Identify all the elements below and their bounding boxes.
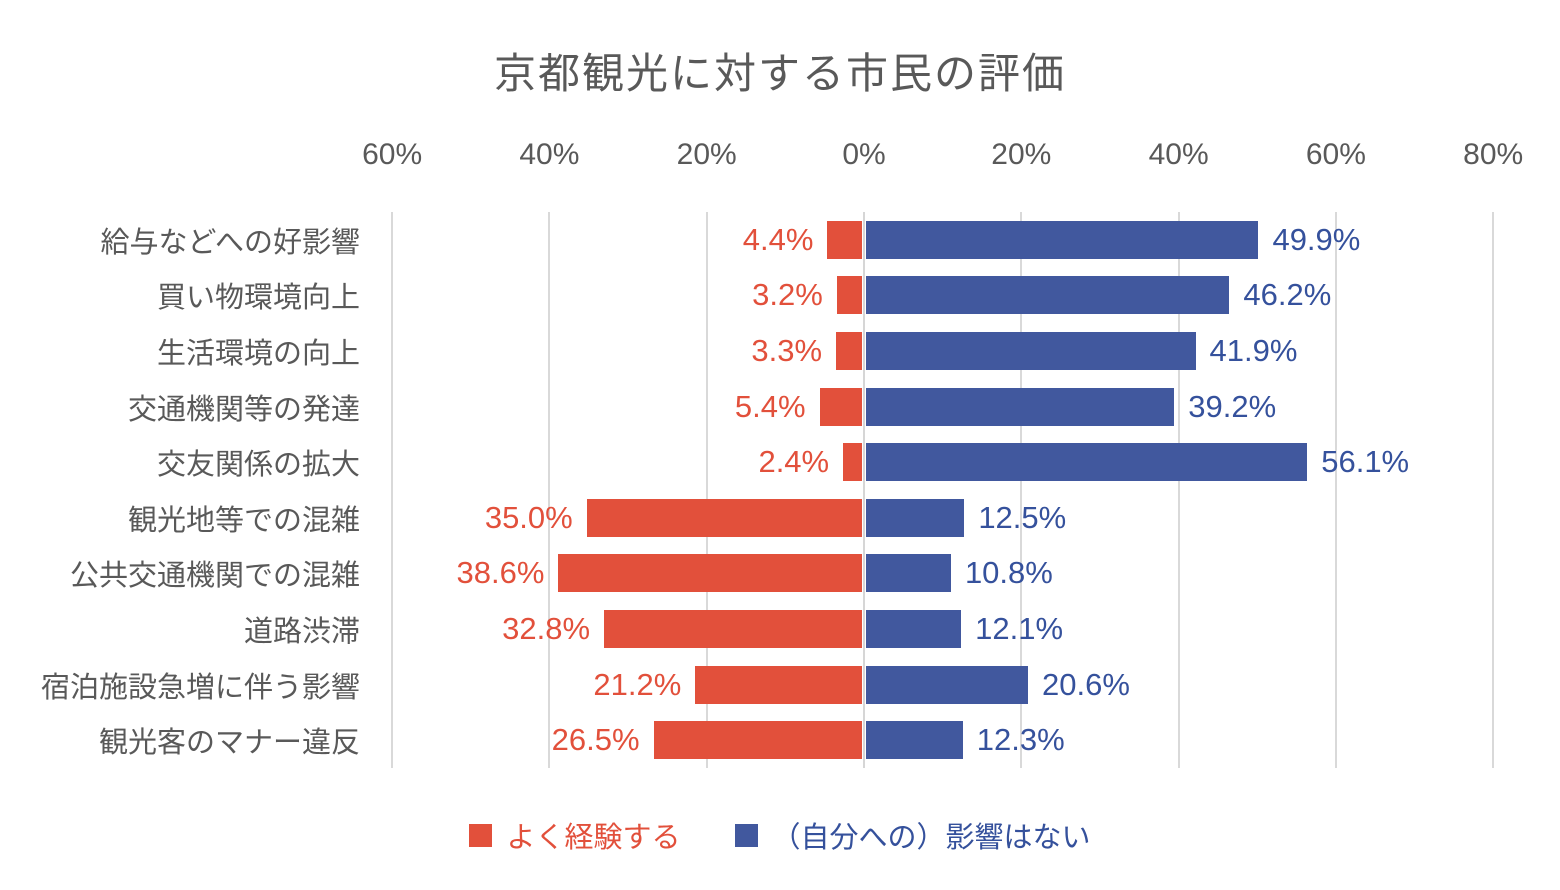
value-label-no-impact: 56.1% bbox=[1321, 444, 1410, 480]
gridline bbox=[391, 212, 394, 768]
value-label-no-impact: 20.6% bbox=[1042, 666, 1130, 702]
axis-tick-label: 20% bbox=[676, 138, 737, 171]
bar-no-impact bbox=[866, 665, 1029, 704]
axis-tick-label: 0% bbox=[842, 138, 886, 171]
value-label-often-experience: 32.8% bbox=[502, 611, 591, 646]
category-label: 生活環境の向上 bbox=[156, 338, 360, 370]
value-label-often-experience: 4.4% bbox=[742, 221, 814, 257]
gridline bbox=[1334, 212, 1337, 768]
value-label-no-impact: 12.5% bbox=[978, 499, 1067, 535]
category-label: 道路渋滞 bbox=[243, 616, 360, 648]
category-label: 観光地等での混雑 bbox=[127, 504, 360, 537]
bar-no-impact bbox=[866, 498, 965, 537]
value-label-often-experience: 38.6% bbox=[456, 555, 545, 591]
category-label: 交通機関等の発達 bbox=[127, 393, 360, 426]
bar-no-impact bbox=[866, 610, 962, 648]
legend-swatch-icon bbox=[734, 823, 758, 847]
value-label-often-experience: 3.3% bbox=[751, 333, 823, 368]
value-label-often-experience: 26.5% bbox=[551, 722, 640, 758]
category-label: 買い物環境向上 bbox=[156, 282, 360, 315]
value-label-often-experience: 35.0% bbox=[484, 499, 573, 535]
bar-no-impact bbox=[866, 721, 963, 760]
value-label-no-impact: 10.8% bbox=[964, 555, 1053, 591]
category-label: 観光客のマナー違反 bbox=[98, 727, 360, 760]
bar-often-experience bbox=[695, 665, 862, 704]
gridline bbox=[705, 212, 708, 768]
value-label-no-impact: 49.9% bbox=[1272, 221, 1361, 257]
legend-item: （自分への）影響はない bbox=[734, 814, 1091, 856]
value-label-no-impact: 12.3% bbox=[976, 722, 1065, 758]
value-label-no-impact: 39.2% bbox=[1188, 388, 1277, 424]
bar-no-impact bbox=[866, 276, 1230, 315]
gridline bbox=[1177, 212, 1180, 768]
axis-tick-label: 40% bbox=[519, 138, 580, 171]
bar-often-experience bbox=[558, 554, 862, 593]
zero-gridline bbox=[863, 212, 865, 768]
value-label-often-experience: 2.4% bbox=[758, 444, 830, 480]
category-label: 給与などへの好影響 bbox=[100, 226, 360, 259]
chart-title: 京都観光に対する市民の評価 bbox=[493, 50, 1066, 97]
bar-often-experience bbox=[819, 387, 862, 426]
bar-often-experience bbox=[586, 498, 862, 537]
value-label-no-impact: 12.1% bbox=[975, 611, 1064, 646]
legend-swatch-icon bbox=[469, 823, 493, 847]
legend-label: （自分への）影響はない bbox=[771, 822, 1091, 854]
value-label-often-experience: 3.2% bbox=[752, 277, 823, 313]
value-label-no-impact: 46.2% bbox=[1243, 277, 1332, 313]
value-label-no-impact: 41.9% bbox=[1209, 333, 1298, 368]
legend: よく経験する （自分への）影響はない bbox=[0, 814, 1560, 856]
gridline bbox=[1020, 212, 1023, 768]
bar-often-experience bbox=[836, 332, 862, 370]
gridline bbox=[548, 212, 551, 768]
bar-no-impact bbox=[866, 387, 1175, 426]
bar-no-impact bbox=[866, 332, 1196, 370]
bar-often-experience bbox=[653, 721, 862, 760]
value-label-often-experience: 21.2% bbox=[593, 666, 682, 702]
gridline bbox=[1492, 212, 1495, 768]
bar-no-impact bbox=[866, 554, 951, 593]
category-label: 交友関係の拡大 bbox=[156, 449, 360, 482]
legend-item: よく経験する bbox=[469, 814, 681, 856]
bar-no-impact bbox=[866, 443, 1308, 482]
legend-label: よく経験する bbox=[506, 822, 681, 854]
category-label: 公共交通機関での混雑 bbox=[69, 560, 360, 593]
axis-tick-label: 60% bbox=[1305, 138, 1366, 171]
axis-tick-label: 40% bbox=[1148, 138, 1209, 171]
axis-tick-label: 20% bbox=[991, 138, 1052, 171]
bar-no-impact bbox=[866, 220, 1259, 259]
bar-often-experience bbox=[843, 443, 862, 482]
bar-often-experience bbox=[604, 610, 862, 648]
axis-tick-label: 80% bbox=[1463, 138, 1524, 171]
axis-tick-label: 60% bbox=[362, 138, 423, 171]
value-label-often-experience: 5.4% bbox=[734, 388, 806, 424]
bar-often-experience bbox=[827, 220, 862, 259]
bar-often-experience bbox=[836, 276, 862, 315]
category-label: 宿泊施設急増に伴う影響 bbox=[40, 671, 360, 704]
